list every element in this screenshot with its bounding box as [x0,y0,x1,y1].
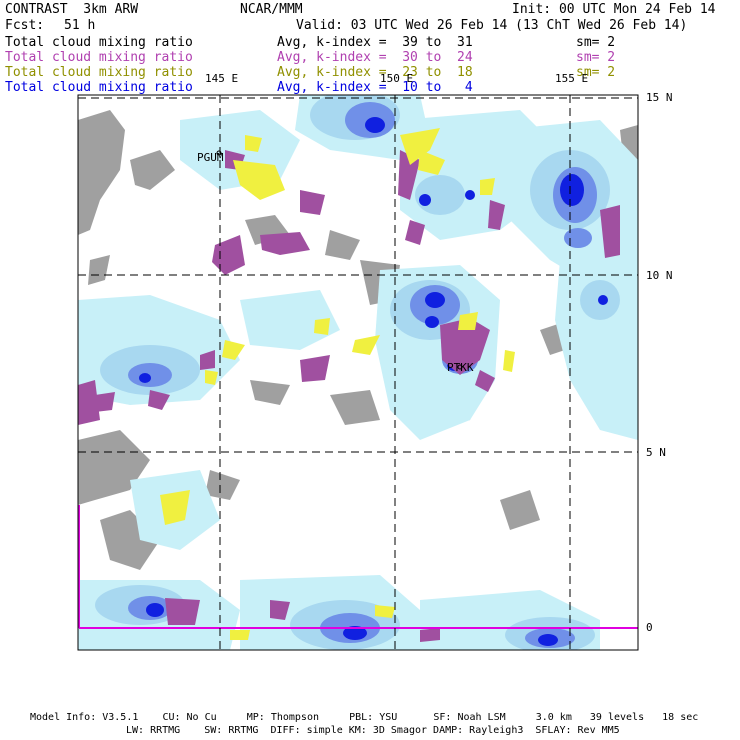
lon-label-145: 145 E [205,72,239,85]
init-time: Init: 00 UTC Mon 24 Feb 14 [512,2,716,17]
center-title: NCAR/MMM [240,2,303,17]
legend-stat-2: Avg, k-index = 30 to 24 [277,50,473,65]
cloud-purple-shading [78,150,620,642]
forecast-hour: 51 h [64,18,96,33]
legend-stat-1: Avg, k-index = 39 to 31 [277,35,473,50]
legend-stat-3: Avg, k-index = 23 to 18 [277,65,473,80]
legend-field-3: Total cloud mixing ratio [5,65,193,80]
lat-label-10n: 10 N [646,269,673,282]
station-label-pgum: PGUM [197,151,224,164]
cloud-dark-cores [139,117,608,646]
lat-label-0: 0 [646,621,653,634]
legend-sm-2: sm= 2 [576,50,616,65]
station-label-ptkk: PTKK [447,361,474,374]
legend-field-1: Total cloud mixing ratio [5,35,193,50]
legend-field-4: Total cloud mixing ratio [5,80,193,95]
legend-sm-3: sm= 2 [576,65,616,80]
forecast-label: Fcst: [5,18,45,33]
footer-model-info: Model Info: V3.5.1 CU: No Cu MP: Thompso… [30,712,699,723]
station-markers [216,150,463,370]
model-title: CONTRAST 3km ARW [5,2,139,17]
legend-field-2: Total cloud mixing ratio [5,50,193,65]
lat-label-15n: 15 N [646,91,673,104]
lon-label-155: 155 E [555,72,589,85]
legend-stat-4: Avg, k-index = 10 to 4 [277,80,473,95]
legend-sm-1: sm= 2 [576,35,616,50]
lat-label-5n: 5 N [646,446,666,459]
map-frame-border [77,94,639,651]
footer-physics-info: LW: RRTMG SW: RRTMG DIFF: simple KM: 3D … [126,725,620,736]
lon-label-150: 150 E [380,72,414,85]
lat-lon-grid [78,95,638,650]
cloud-yellow-shading [160,128,515,640]
domain-boundary [78,505,638,629]
valid-time: Valid: 03 UTC Wed 26 Feb 14 (13 ChT Wed … [296,18,688,33]
